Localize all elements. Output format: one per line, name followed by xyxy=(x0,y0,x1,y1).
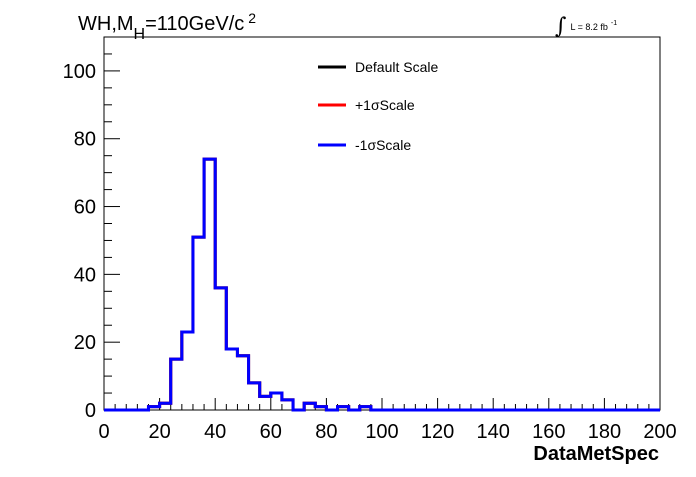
x-axis-label: DataMetSpec xyxy=(533,443,659,465)
legend-label-minus1sigma: -1σScale xyxy=(355,137,411,153)
plot-area-border xyxy=(103,36,661,411)
y-tick-label: 60 xyxy=(74,197,96,219)
x-tick-label: 0 xyxy=(98,421,109,443)
x-tick-label: 160 xyxy=(532,421,565,443)
y-tick-label: 100 xyxy=(63,61,96,83)
x-tick-label: 140 xyxy=(477,421,510,443)
integral-sign: ∫ xyxy=(555,14,567,39)
x-tick-label: 100 xyxy=(365,421,398,443)
y-tick-label: 80 xyxy=(74,129,96,151)
legend-label-default: Default Scale xyxy=(355,59,438,75)
series-lines xyxy=(104,157,660,412)
title-superscript: 2 xyxy=(248,10,256,26)
legend-label-plus1sigma: +1σScale xyxy=(355,97,415,113)
lumi-label: ∫ L = 8.2 fb -1 xyxy=(555,14,617,39)
y-tick-labels: 0 20 40 60 80 100 xyxy=(63,61,96,422)
x-tick-labels: 0 20 40 60 80 100 120 140 160 180 200 xyxy=(98,421,676,443)
y-tick-label: 0 xyxy=(85,400,96,422)
y-tick-label: 20 xyxy=(74,332,96,354)
x-tick-label: 120 xyxy=(421,421,454,443)
series-plus1sigma-scale xyxy=(104,157,660,412)
x-tick-label: 40 xyxy=(204,421,226,443)
x-tick-label: 200 xyxy=(643,421,676,443)
lumi-superscript: -1 xyxy=(611,20,617,27)
series-default-scale xyxy=(104,157,660,412)
y-tick-label: 40 xyxy=(74,264,96,286)
legend: Default Scale +1σScale -1σScale xyxy=(318,59,438,153)
chart-title: WH,MH=110GeV/c 2 xyxy=(78,10,256,43)
x-tick-label: 180 xyxy=(588,421,621,443)
lumi-text: L = 8.2 fb xyxy=(570,22,607,32)
x-tick-label: 80 xyxy=(315,421,337,443)
x-tick-label: 20 xyxy=(148,421,170,443)
plot-frame xyxy=(103,36,661,411)
series-minus1sigma-scale xyxy=(104,157,660,412)
title-rest: =110GeV/c xyxy=(145,13,244,35)
axis-ticks xyxy=(103,36,661,411)
title-main: WH,M xyxy=(78,13,134,35)
x-tick-label: 60 xyxy=(260,421,282,443)
title-subscript: H xyxy=(134,26,146,43)
